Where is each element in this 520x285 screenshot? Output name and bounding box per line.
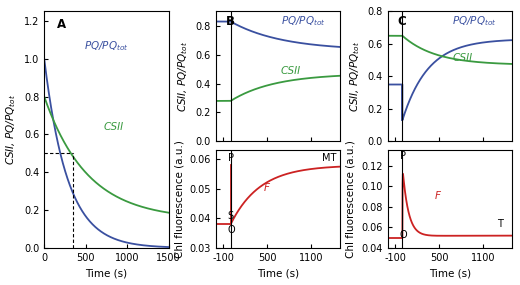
Text: CSII: CSII — [281, 66, 301, 76]
Text: C: C — [398, 15, 407, 28]
Y-axis label: CSII, PQ/PQ$_{tot}$: CSII, PQ/PQ$_{tot}$ — [348, 41, 362, 112]
X-axis label: Time (s): Time (s) — [429, 268, 471, 278]
Text: PQ/PQ$_{tot}$: PQ/PQ$_{tot}$ — [84, 39, 129, 53]
Text: O: O — [399, 230, 407, 241]
X-axis label: Time (s): Time (s) — [85, 268, 127, 278]
Text: PQ/PQ$_{tot}$: PQ/PQ$_{tot}$ — [281, 15, 326, 28]
Text: A: A — [57, 19, 66, 32]
Y-axis label: Chl fluorescence (a.u.): Chl fluorescence (a.u.) — [346, 140, 356, 258]
Text: CSII: CSII — [452, 53, 473, 63]
X-axis label: Time (s): Time (s) — [257, 268, 300, 278]
Y-axis label: CSII, PQ/PQ$_{tot}$: CSII, PQ/PQ$_{tot}$ — [5, 94, 18, 165]
Text: B: B — [226, 15, 235, 28]
Text: P: P — [228, 153, 234, 163]
Text: P: P — [399, 151, 406, 161]
Text: T: T — [497, 219, 503, 229]
Text: S: S — [228, 211, 234, 221]
Text: CSII: CSII — [104, 122, 124, 132]
Text: F: F — [435, 191, 441, 201]
Text: MT: MT — [322, 153, 336, 163]
Y-axis label: Chl fluorescence (a.u.): Chl fluorescence (a.u.) — [174, 140, 184, 258]
Text: PQ/PQ$_{tot}$: PQ/PQ$_{tot}$ — [452, 15, 497, 28]
Text: O: O — [228, 225, 236, 235]
Y-axis label: CSII, PQ/PQ$_{tot}$: CSII, PQ/PQ$_{tot}$ — [176, 41, 190, 112]
Text: F: F — [263, 184, 269, 194]
